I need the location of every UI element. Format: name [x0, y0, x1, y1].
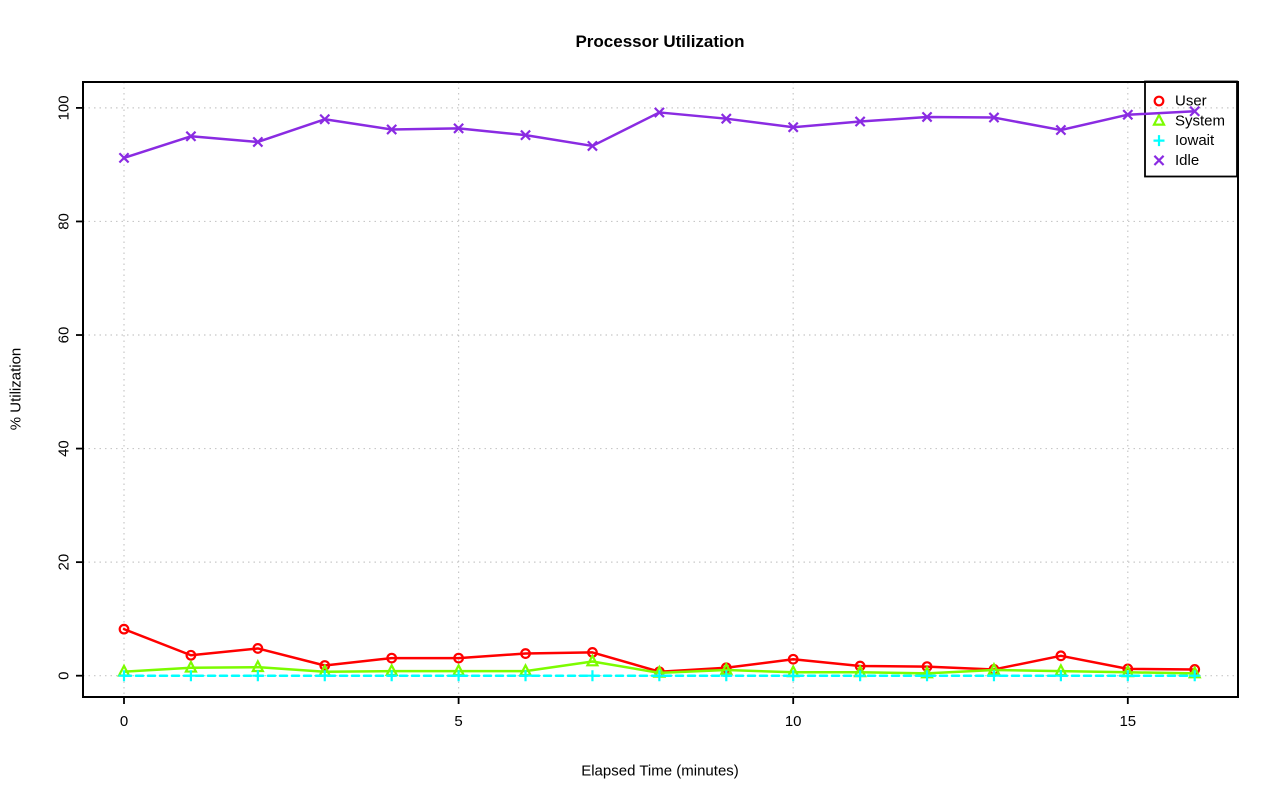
point-iowait [854, 670, 866, 682]
point-iowait [319, 670, 331, 682]
point-user [118, 623, 130, 635]
y-tick-label: 60 [56, 327, 73, 344]
point-iowait [720, 670, 732, 682]
legend-box [1144, 80, 1238, 178]
point-user [185, 649, 197, 661]
point-idle [720, 113, 732, 125]
point-idle [1189, 105, 1201, 117]
y-tick-label: 80 [56, 213, 73, 230]
x-tick-label: 10 [785, 713, 802, 730]
point-iowait [118, 670, 130, 682]
point-iowait [787, 670, 799, 682]
point-iowait [1055, 670, 1067, 682]
point-user [520, 648, 531, 659]
point-idle [185, 130, 197, 142]
y-tick-label: 40 [56, 440, 73, 457]
point-iowait [252, 670, 264, 682]
point-user [252, 643, 264, 654]
point-user [386, 652, 398, 664]
point-idle [787, 121, 799, 133]
point-iowait [185, 670, 197, 682]
chart-title: Processor Utilization [575, 32, 745, 51]
point-user [319, 660, 331, 671]
point-idle [921, 111, 933, 123]
point-idle [118, 152, 130, 164]
point-idle [453, 122, 464, 134]
legend-label-iowait: Iowait [1175, 132, 1215, 149]
x-tick-label: 5 [454, 713, 462, 730]
point-iowait [453, 670, 465, 682]
y-tick-label: 20 [56, 554, 73, 571]
x-axis-label: Elapsed Time (minutes) [581, 762, 739, 780]
plot-frame [82, 81, 1239, 698]
point-system [585, 653, 600, 667]
point-user [453, 652, 465, 664]
point-iowait [653, 670, 665, 682]
point-idle [386, 124, 398, 135]
legend-label-user: User [1175, 93, 1207, 110]
point-idle [587, 140, 598, 152]
y-tick-label: 100 [56, 95, 73, 120]
point-idle [319, 113, 331, 125]
point-iowait [1122, 670, 1134, 682]
point-user [1055, 650, 1067, 662]
legend-marker-idle [1153, 155, 1165, 166]
point-idle [854, 116, 866, 127]
x-tick-label: 15 [1119, 713, 1136, 730]
point-iowait [988, 670, 1000, 682]
point-idle [1122, 109, 1134, 121]
y-tick-label: 0 [56, 672, 73, 680]
point-iowait [586, 670, 598, 682]
legend-marker-system [1152, 112, 1166, 126]
point-iowait [520, 670, 532, 682]
point-iowait [921, 670, 933, 682]
legend-label-system: System [1175, 112, 1225, 129]
point-idle [252, 136, 264, 148]
point-idle [988, 112, 1000, 123]
point-iowait [386, 670, 398, 682]
series-line-idle [122, 110, 1196, 160]
y-axis-label: % Utilization [7, 347, 25, 431]
legend-marker-user [1153, 95, 1165, 107]
point-idle [1055, 124, 1067, 136]
point-idle [520, 129, 531, 141]
point-iowait [1189, 670, 1201, 682]
point-user [787, 653, 799, 665]
legend-marker-iowait [1153, 135, 1165, 147]
legend-label-idle: Idle [1175, 152, 1199, 169]
x-tick-label: 0 [120, 713, 128, 730]
point-idle [653, 107, 665, 118]
